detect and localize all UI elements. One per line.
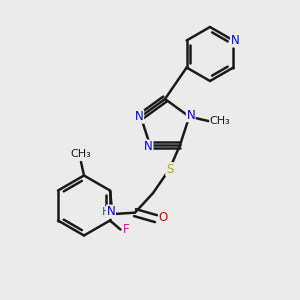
Text: N: N <box>135 110 144 123</box>
Text: N: N <box>186 109 195 122</box>
Text: CH₃: CH₃ <box>210 116 230 126</box>
Text: S: S <box>166 163 173 176</box>
Text: N: N <box>144 140 153 153</box>
Text: F: F <box>123 223 129 236</box>
Text: O: O <box>159 211 168 224</box>
Text: CH₃: CH₃ <box>70 148 92 159</box>
Text: H: H <box>102 207 110 217</box>
Text: N: N <box>106 205 116 218</box>
Text: N: N <box>230 34 239 47</box>
